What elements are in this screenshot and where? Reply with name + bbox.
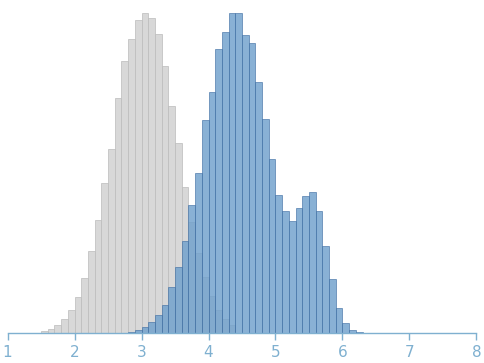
Bar bbox=[269, 159, 275, 334]
Bar bbox=[316, 211, 322, 334]
Bar bbox=[202, 120, 209, 334]
Bar bbox=[68, 310, 75, 334]
Bar bbox=[202, 277, 209, 334]
Bar bbox=[235, 13, 242, 334]
Bar bbox=[195, 253, 202, 334]
Bar bbox=[95, 220, 101, 334]
Bar bbox=[309, 192, 316, 334]
Bar bbox=[55, 325, 61, 334]
Bar bbox=[215, 49, 222, 334]
Bar bbox=[128, 39, 135, 334]
Bar bbox=[242, 34, 249, 334]
Bar bbox=[61, 319, 68, 334]
Bar bbox=[322, 246, 329, 334]
Bar bbox=[209, 91, 215, 334]
Bar bbox=[155, 34, 162, 334]
Bar bbox=[182, 187, 188, 334]
Bar bbox=[168, 287, 175, 334]
Bar bbox=[302, 196, 309, 334]
Bar bbox=[329, 280, 336, 334]
Bar bbox=[222, 32, 228, 334]
Bar bbox=[168, 106, 175, 334]
Bar bbox=[336, 308, 343, 334]
Bar bbox=[75, 297, 81, 334]
Bar bbox=[175, 143, 182, 334]
Bar bbox=[356, 333, 363, 334]
Bar bbox=[135, 20, 141, 334]
Bar bbox=[289, 221, 296, 334]
Bar bbox=[115, 333, 121, 334]
Bar bbox=[48, 329, 55, 334]
Bar bbox=[228, 325, 235, 334]
Bar bbox=[88, 251, 95, 334]
Bar bbox=[182, 241, 188, 334]
Bar bbox=[215, 310, 222, 334]
Bar bbox=[121, 61, 128, 334]
Bar bbox=[262, 119, 269, 334]
Bar bbox=[228, 13, 235, 334]
Bar bbox=[41, 331, 48, 334]
Bar bbox=[343, 323, 349, 334]
Bar bbox=[249, 43, 256, 334]
Bar bbox=[296, 208, 302, 334]
Bar bbox=[108, 148, 115, 334]
Bar bbox=[349, 330, 356, 334]
Bar bbox=[209, 296, 215, 334]
Bar bbox=[222, 319, 228, 334]
Bar bbox=[141, 13, 148, 334]
Bar bbox=[188, 222, 195, 334]
Bar bbox=[275, 195, 282, 334]
Bar bbox=[195, 172, 202, 334]
Bar bbox=[175, 267, 182, 334]
Bar bbox=[162, 66, 168, 334]
Bar bbox=[81, 278, 88, 334]
Bar bbox=[141, 327, 148, 334]
Bar bbox=[101, 183, 108, 334]
Bar bbox=[128, 332, 135, 334]
Bar bbox=[148, 322, 155, 334]
Bar bbox=[148, 18, 155, 334]
Bar bbox=[115, 98, 121, 334]
Bar bbox=[188, 205, 195, 334]
Bar bbox=[256, 82, 262, 334]
Bar bbox=[135, 330, 141, 334]
Bar bbox=[282, 211, 289, 334]
Bar bbox=[155, 315, 162, 334]
Bar bbox=[121, 333, 128, 334]
Bar bbox=[162, 305, 168, 334]
